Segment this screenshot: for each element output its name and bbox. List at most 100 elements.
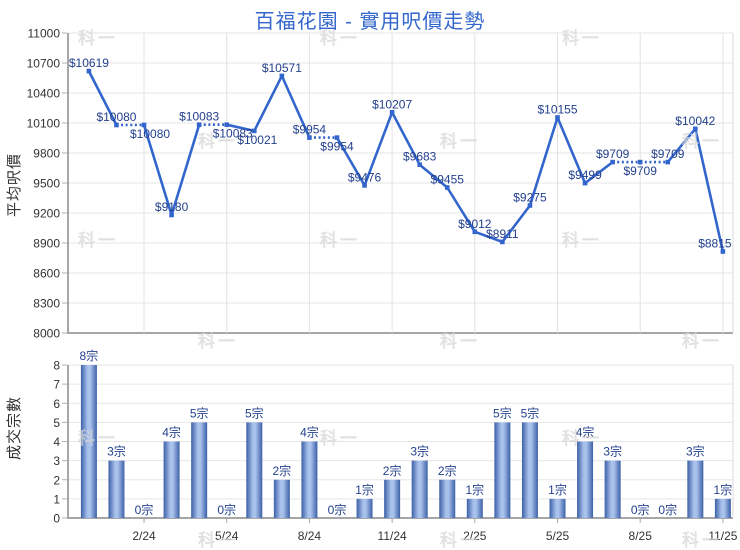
point-value-label: $9709 (651, 147, 685, 161)
volume-bar (163, 441, 180, 518)
price-line-segment (390, 111, 421, 166)
volume-bar (273, 479, 290, 518)
line-y-tick-label: 8900 (33, 237, 60, 251)
data-point-marker (693, 126, 698, 132)
bar-value-label: 3宗 (107, 444, 126, 459)
line-chart: 8000 8300 8600 8900 9200 9500 9800 10100 10400 10… (27, 27, 734, 341)
bar-y-tick-label: 6 (53, 397, 60, 411)
bar-value-label: 0宗 (135, 502, 154, 517)
price-line-segment (87, 70, 118, 126)
volume-bar (521, 422, 538, 518)
data-point-marker (555, 115, 560, 120)
price-line-segment (418, 163, 449, 189)
data-point-marker (224, 122, 230, 127)
data-point-marker (251, 128, 257, 134)
bar-y-tick-label: 5 (53, 416, 60, 430)
price-line-segment (253, 75, 284, 132)
data-point-marker (169, 212, 174, 218)
data-point-marker (389, 110, 395, 115)
bar-value-label: 5宗 (493, 405, 512, 420)
bar-value-label: 1宗 (714, 482, 733, 497)
line-y-tick-label: 10700 (27, 57, 61, 71)
bar-value-label: 1宗 (355, 482, 374, 497)
bar-value-label: 0宗 (658, 502, 677, 517)
bar-value-label: 0宗 (631, 502, 650, 517)
price-line-segment (584, 161, 614, 185)
volume-bar (356, 498, 373, 518)
data-point-marker (141, 122, 147, 128)
volume-bar (384, 479, 401, 518)
price-line-segment (528, 117, 559, 206)
point-value-label: $10021 (237, 133, 277, 147)
bar-y-tick-label: 4 (53, 435, 60, 449)
x-tick-label: 2/25 (463, 529, 487, 543)
price-line-segment (556, 116, 587, 184)
bar-y-tick-label: 7 (53, 378, 60, 392)
volume-bar (466, 498, 483, 518)
point-value-label: $9683 (403, 150, 437, 164)
price-line-segment (666, 127, 697, 163)
point-value-label: $10083 (213, 127, 253, 141)
point-value-label: $10080 (96, 110, 136, 124)
data-point-marker (582, 180, 588, 186)
line-y-tick-label: 9200 (33, 207, 60, 221)
volume-bar (411, 460, 428, 518)
data-point-marker (720, 249, 726, 254)
bar-y-axis-title: 成交宗數 (6, 396, 23, 461)
bar-value-label: 8宗 (80, 348, 99, 363)
line-y-tick-label: 9500 (33, 177, 60, 191)
data-point-marker (472, 229, 478, 235)
bar-value-label: 4宗 (576, 425, 595, 440)
data-point-marker (279, 73, 285, 79)
data-point-marker (334, 135, 340, 140)
point-value-label: $9180 (155, 200, 189, 214)
volume-bar (604, 460, 621, 518)
bar-value-label: 3宗 (603, 444, 622, 459)
data-point-marker (444, 185, 450, 190)
bar-value-label: 2宗 (273, 463, 292, 478)
point-value-label: $9499 (568, 168, 602, 182)
x-tick-label: 11/25 (708, 529, 737, 543)
bar-value-label: 4宗 (300, 425, 319, 440)
bar-value-label: 4宗 (162, 425, 181, 440)
data-point-marker (500, 239, 505, 245)
price-line-segment (501, 204, 531, 243)
chart-title: 百福花園 - 實用呎價走勢 (254, 11, 486, 33)
data-point-marker (637, 159, 643, 165)
volume-bar (687, 460, 704, 518)
bar-value-label: 2宗 (383, 463, 402, 478)
bar-chart: 0 1 2 3 4 5 6 7 8 8宗 3宗 0宗 4宗 5宗 0宗 5宗 2宗 4宗 0宗 1宗 2宗 3宗 2宗 1宗 5… (53, 348, 737, 543)
volume-bar (246, 422, 263, 518)
point-value-label: $10571 (262, 61, 302, 75)
line-y-tick-label: 10400 (27, 87, 61, 101)
line-y-tick-label: 11000 (28, 27, 61, 41)
bar-value-label: 1宗 (548, 482, 567, 497)
data-point-marker (86, 68, 92, 74)
point-value-label: $10083 (179, 110, 219, 124)
point-value-label: $8815 (698, 237, 732, 251)
point-value-label: $9709 (624, 164, 658, 178)
price-line-segment (363, 111, 394, 186)
data-point-marker (417, 162, 422, 167)
data-point-marker (196, 122, 202, 127)
data-point-marker (665, 159, 671, 165)
point-value-label: $10080 (130, 127, 170, 141)
bar-value-label: 3宗 (410, 444, 429, 459)
line-y-tick-label: 9800 (33, 147, 60, 161)
line-y-tick-label: 8300 (33, 297, 60, 311)
data-point-marker (307, 135, 312, 140)
point-value-label: $10207 (372, 97, 412, 111)
volume-bar (301, 441, 318, 518)
x-tick-label: 8/24 (298, 529, 322, 543)
point-value-label: $10042 (675, 114, 715, 128)
price-line-segment (446, 186, 476, 233)
x-tick-label: 11/24 (378, 529, 407, 543)
line-y-tick-label: 10100 (27, 117, 61, 131)
bar-y-tick-label: 1 (53, 492, 60, 506)
volume-bar (714, 498, 731, 518)
volume-bar (494, 422, 511, 518)
x-tick-label: 5/25 (546, 529, 570, 543)
bar-value-label: 2宗 (438, 463, 457, 478)
